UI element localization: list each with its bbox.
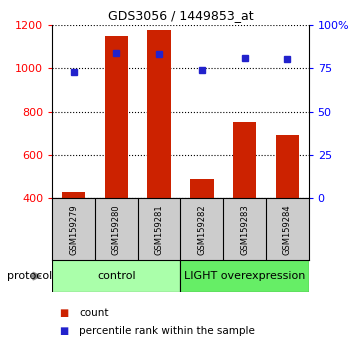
Text: GSM159279: GSM159279 <box>69 204 78 255</box>
Text: protocol: protocol <box>7 271 52 281</box>
Text: GSM159281: GSM159281 <box>155 204 164 255</box>
Bar <box>190 179 214 198</box>
Text: control: control <box>97 271 136 281</box>
Bar <box>233 122 256 198</box>
Bar <box>147 30 171 198</box>
Text: LIGHT overexpression: LIGHT overexpression <box>184 271 305 281</box>
Bar <box>180 260 309 292</box>
Text: ■: ■ <box>60 308 69 318</box>
Text: percentile rank within the sample: percentile rank within the sample <box>79 326 255 336</box>
Bar <box>52 260 180 292</box>
Bar <box>105 36 128 198</box>
Text: GDS3056 / 1449853_at: GDS3056 / 1449853_at <box>108 9 253 22</box>
Bar <box>275 135 299 198</box>
Text: GSM159282: GSM159282 <box>197 204 206 255</box>
Text: count: count <box>79 308 109 318</box>
Text: GSM159284: GSM159284 <box>283 204 292 255</box>
Text: GSM159280: GSM159280 <box>112 204 121 255</box>
Text: ■: ■ <box>60 326 69 336</box>
Bar <box>62 192 86 198</box>
Text: GSM159283: GSM159283 <box>240 204 249 255</box>
